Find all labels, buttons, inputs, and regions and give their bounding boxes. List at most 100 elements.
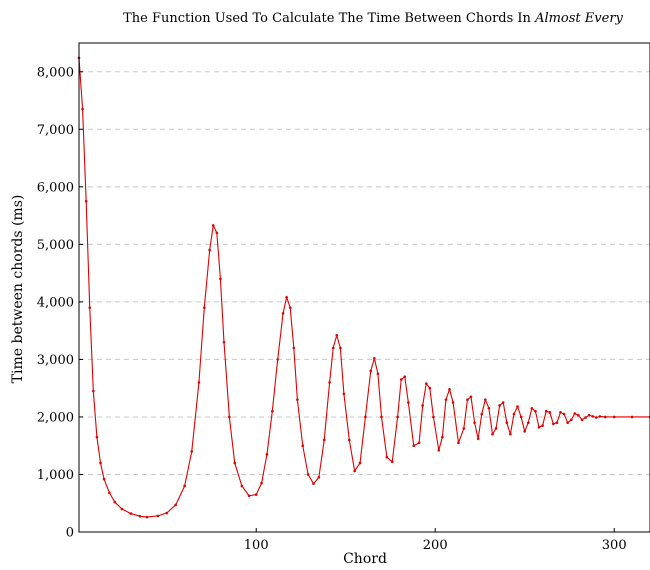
data-point — [138, 514, 142, 518]
data-point — [469, 395, 473, 399]
data-point — [587, 413, 591, 417]
x-axis-label: Chord — [343, 551, 387, 567]
data-point — [451, 401, 455, 404]
data-point — [215, 231, 219, 235]
data-point — [376, 372, 380, 376]
data-point — [552, 422, 555, 426]
data-point — [208, 248, 211, 252]
data-point — [129, 512, 133, 515]
chart-title-emphasis: Almost Every — [534, 11, 623, 26]
data-point — [260, 481, 263, 485]
data-point — [437, 449, 441, 452]
data-point — [317, 476, 321, 479]
data-point — [569, 418, 573, 422]
data-point — [335, 333, 339, 337]
data-point — [584, 416, 587, 419]
data-point — [491, 432, 494, 436]
data-point — [562, 412, 566, 416]
data-point — [331, 346, 335, 350]
data-point — [559, 411, 562, 414]
data-point — [630, 415, 634, 419]
data-point — [509, 432, 512, 436]
data-point — [448, 388, 451, 391]
data-point — [424, 382, 428, 385]
data-point — [247, 494, 251, 498]
data-point — [399, 378, 403, 381]
chart-title-main: The Function Used To Calculate The Time … — [123, 11, 535, 26]
data-point — [544, 409, 548, 413]
data-point — [285, 295, 288, 299]
plot-frame — [78, 42, 650, 533]
data-point — [530, 407, 534, 410]
data-point — [211, 224, 215, 227]
data-point — [312, 482, 315, 485]
data-point — [484, 398, 487, 401]
x-axis-ticks: 100 200 300 — [244, 528, 627, 553]
data-point — [380, 415, 383, 419]
data-point — [254, 493, 258, 496]
data-point — [92, 389, 95, 393]
data-point — [428, 386, 432, 390]
data-point — [120, 507, 124, 511]
data-point — [476, 437, 480, 441]
data-point — [548, 411, 552, 414]
data-point — [197, 381, 201, 384]
data-point — [390, 460, 394, 464]
data-point — [328, 381, 331, 384]
data-point — [88, 306, 92, 309]
data-point — [265, 453, 269, 456]
data-point — [591, 415, 595, 418]
data-point — [457, 441, 460, 445]
data-point — [222, 340, 226, 344]
data-point — [534, 409, 537, 413]
y-axis-label: Time between chords (ms) — [10, 195, 26, 384]
data-point — [396, 415, 399, 419]
data-point — [523, 430, 526, 433]
x-tick-label: 200 — [423, 538, 448, 553]
data-point — [306, 473, 310, 476]
data-point — [292, 346, 296, 350]
data-point — [203, 306, 206, 309]
data-point — [174, 503, 177, 507]
x-tick-label: 100 — [244, 538, 269, 553]
data-point — [113, 500, 117, 504]
data-point — [165, 511, 169, 515]
data-point — [612, 415, 616, 419]
data-point — [322, 438, 326, 442]
data-point — [603, 415, 607, 419]
data-point — [598, 415, 602, 418]
data-point — [487, 407, 491, 410]
data-point — [108, 491, 111, 495]
y-tick-label: 5,000 — [37, 238, 74, 253]
data-point — [541, 424, 544, 427]
y-tick-label: 7,000 — [37, 123, 74, 138]
data-point — [555, 421, 559, 424]
data-point — [444, 398, 448, 401]
data-point — [501, 401, 505, 404]
data-point — [271, 409, 274, 413]
y-tick-label: 1,000 — [37, 468, 74, 483]
data-point — [441, 435, 444, 439]
data-point — [219, 277, 222, 281]
data-point — [342, 392, 346, 396]
data-point — [403, 375, 407, 378]
y-tick-label: 4,000 — [37, 295, 74, 310]
y-tick-label: 2,000 — [37, 410, 74, 425]
data-point — [566, 421, 569, 424]
series-line — [78, 57, 650, 518]
data-point — [480, 412, 484, 416]
y-axis-ticks: 0 1,000 2,000 3,000 4,000 5,000 6,000 7,000 8,00… — [37, 65, 83, 541]
data-point — [81, 107, 84, 111]
data-point — [296, 398, 299, 401]
data-point — [373, 356, 376, 360]
y-tick-label: 3,000 — [37, 353, 74, 368]
data-point — [573, 412, 577, 415]
data-point — [577, 413, 580, 417]
data-point — [494, 427, 498, 430]
data-point — [505, 421, 509, 424]
y-tick-label: 6,000 — [37, 180, 74, 195]
x-tick-label: 300 — [602, 538, 627, 553]
data-point — [228, 415, 231, 419]
data-point — [498, 404, 501, 407]
